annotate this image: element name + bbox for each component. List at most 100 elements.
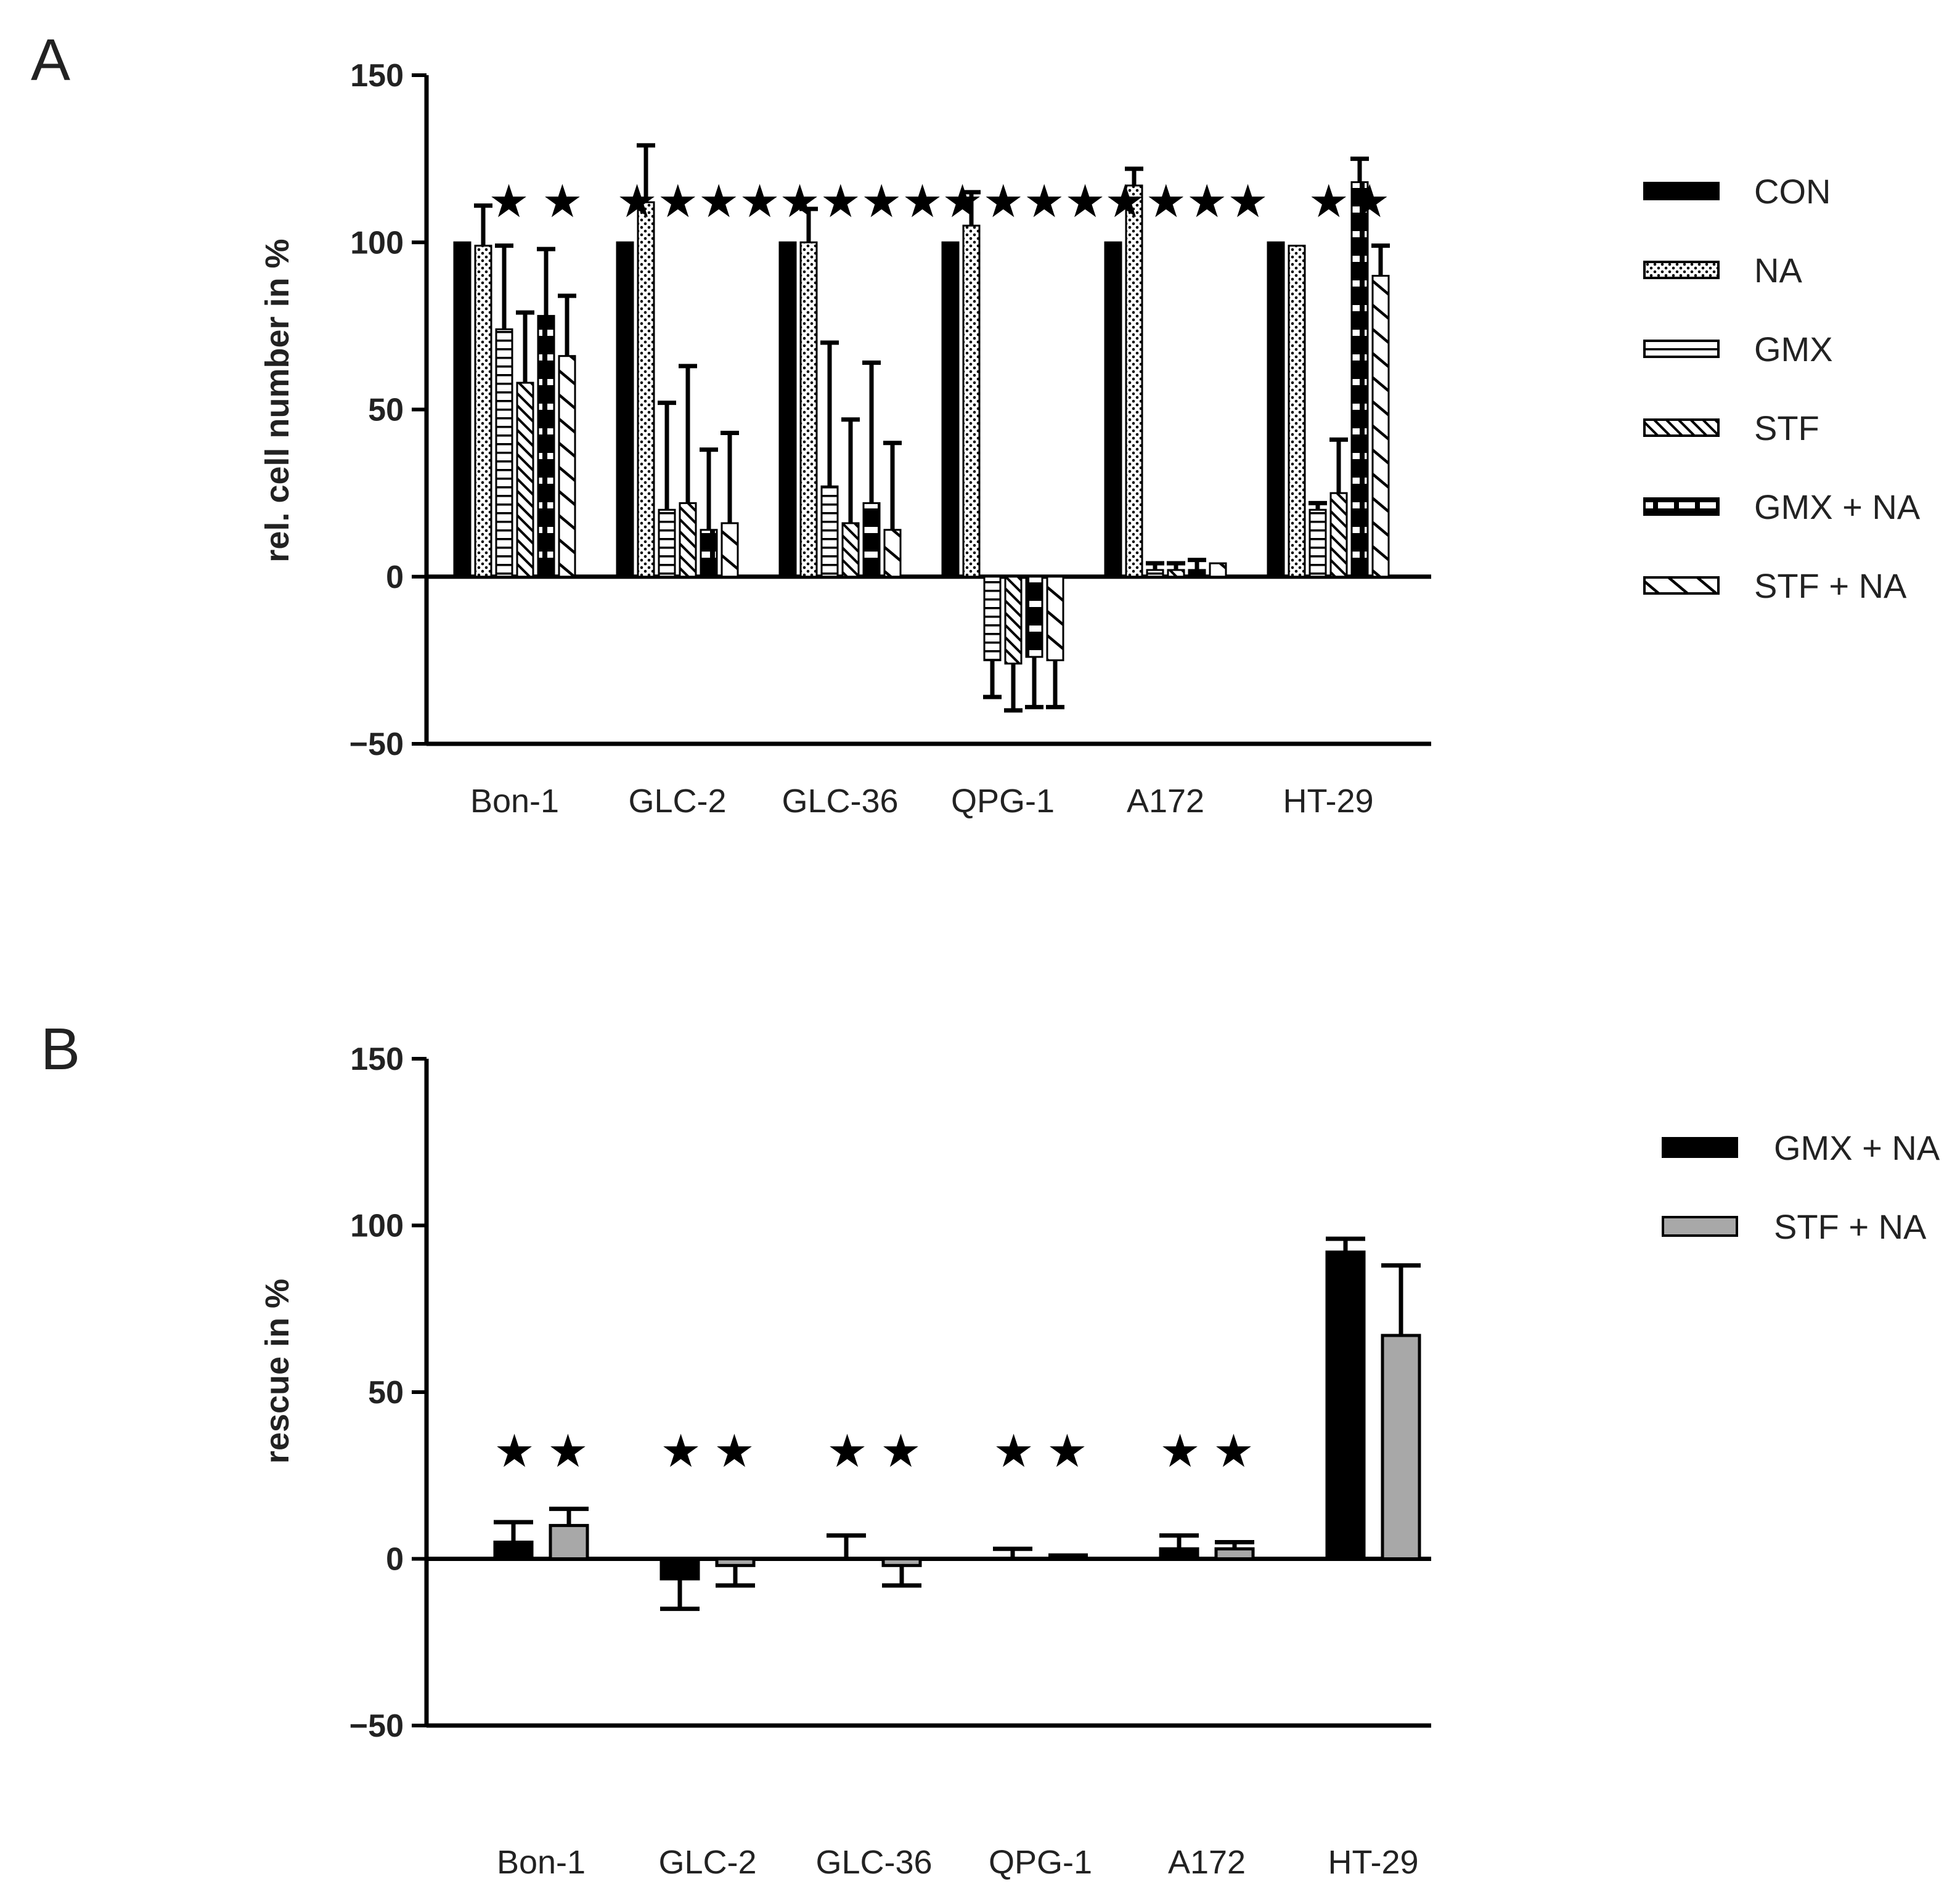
legend-label: NA	[1754, 251, 1802, 290]
significance-stars: ★★	[1309, 176, 1390, 227]
bar-stf-na-a172	[1209, 562, 1227, 578]
bar-stf-ht-29	[1329, 492, 1348, 578]
bar-stf-na-qpg-1	[1046, 576, 1064, 661]
bar-na-a172	[1125, 184, 1143, 578]
panel-a-category-label: A172	[1127, 783, 1204, 820]
panel-b-letter: B	[41, 1016, 80, 1082]
bar-con-ht-29	[1267, 241, 1285, 578]
panel-b-ytick-label: 150	[350, 1041, 404, 1077]
panel-b-ytick-label: 100	[350, 1208, 404, 1244]
legend-label: STF + NA	[1774, 1207, 1927, 1246]
bar-stf-na-glc-36	[881, 1557, 922, 1567]
panel-a-category-label: QPG-1	[951, 783, 1055, 820]
panel-b-ylabel: rescue in %	[259, 1279, 296, 1464]
panel-b-ytick-label: 50	[368, 1375, 404, 1411]
significance-stars: ★ ★	[993, 1425, 1087, 1477]
bar-gmx-glc-2	[658, 508, 676, 578]
significance-stars: ★★★★	[779, 176, 942, 227]
bar-stf-na-a172	[1214, 1547, 1255, 1561]
significance-stars: ★ ★	[494, 1425, 588, 1477]
significance-stars: ★ ★	[827, 1425, 921, 1477]
panel-a-ytick-label: 100	[350, 225, 404, 261]
bar-gmx-na-qpg-1	[1025, 576, 1043, 658]
panel-a-category-label: GLC-36	[782, 783, 898, 820]
bar-gmx-na-ht-29	[1350, 181, 1369, 578]
bar-na-glc-2	[637, 201, 655, 578]
bar-stf-bon-1	[516, 381, 534, 578]
significance-stars: ★★★★	[942, 176, 1105, 227]
significance-stars: ★ ★	[488, 176, 582, 227]
bar-gmx-na-bon-1	[537, 315, 555, 578]
panel-a-ylabel: rel. cell number in %	[259, 238, 296, 562]
legend-swatch	[1662, 1137, 1738, 1158]
legend-label: CON	[1754, 172, 1831, 211]
panel-b-category-label: Bon-1	[497, 1844, 586, 1881]
bar-stf-na-glc-2	[715, 1557, 756, 1567]
panel-a-ytick-label: −50	[349, 727, 404, 762]
bar-gmx-bon-1	[495, 328, 513, 578]
panel-a-category-label: GLC-2	[628, 783, 726, 820]
panel-a-ytick-label: 50	[368, 393, 404, 428]
significance-stars: ★★★★	[616, 176, 780, 227]
panel-a-category-label: HT-29	[1283, 783, 1373, 820]
panel-a-ytick-label: 0	[386, 560, 404, 595]
bar-stf-glc-36	[841, 522, 860, 578]
bar-gmx-na-glc-36	[862, 502, 881, 578]
significance-stars: ★★★★	[1105, 176, 1268, 227]
panel-b-ytick-label: −50	[349, 1708, 404, 1744]
panel-a-category-label: Bon-1	[470, 783, 559, 820]
legend-label: GMX + NA	[1754, 487, 1921, 526]
legend-swatch	[1643, 340, 1720, 358]
bar-stf-na-ht-29	[1381, 1334, 1421, 1561]
bar-stf-glc-2	[679, 502, 697, 578]
panel-a-ytick-label: 150	[350, 58, 404, 94]
bar-gmx-a172	[1146, 569, 1164, 578]
bar-stf-na-glc-36	[883, 529, 902, 578]
bar-stf-na-glc-2	[721, 522, 739, 578]
panel-a-letter: A	[31, 27, 70, 93]
bar-gmx-na-ht-29	[1325, 1250, 1366, 1561]
panel-a-chart: rel. cell number in % −50 0 50 100 150 Bon-1 G…	[259, 58, 1431, 820]
legend-swatch	[1643, 261, 1720, 279]
legend-label: GMX + NA	[1774, 1128, 1940, 1167]
bar-na-bon-1	[474, 245, 492, 578]
bar-con-bon-1	[453, 241, 472, 578]
bar-con-glc-36	[778, 241, 797, 578]
panel-b-category-label: GLC-36	[815, 1844, 932, 1881]
bar-con-a172	[1104, 241, 1122, 578]
legend-swatch	[1643, 418, 1720, 437]
legend-label: STF + NA	[1754, 566, 1907, 605]
panel-b-category-label: GLC-2	[658, 1844, 756, 1881]
significance-stars: ★ ★	[660, 1425, 754, 1477]
bar-stf-na-bon-1	[558, 355, 576, 578]
panel-b-category-label: A172	[1168, 1844, 1246, 1881]
legend-label: GMX	[1754, 330, 1833, 369]
significance-stars: ★ ★	[1159, 1425, 1254, 1477]
legend-label: STF	[1754, 409, 1819, 447]
legend-swatch	[1643, 497, 1720, 516]
bar-gmx-na-bon-1	[493, 1540, 534, 1560]
bar-gmx-na-a172	[1159, 1547, 1199, 1561]
legend-swatch	[1662, 1216, 1738, 1237]
panel-b-legend: GMX + NA STF + NA	[1662, 1128, 1940, 1246]
bar-con-glc-2	[616, 241, 634, 578]
bar-stf-qpg-1	[1004, 576, 1023, 665]
bar-stf-na-ht-29	[1371, 275, 1390, 578]
panel-b-ytick-label: 0	[386, 1542, 404, 1578]
legend-swatch	[1643, 576, 1720, 595]
bar-na-ht-29	[1288, 245, 1306, 578]
bar-na-qpg-1	[962, 224, 981, 578]
bar-gmx-ht-29	[1309, 508, 1327, 578]
legend-swatch	[1643, 182, 1720, 200]
bar-gmx-na-glc-2	[700, 529, 718, 578]
panel-b-category-label: QPG-1	[989, 1844, 1092, 1881]
panel-a-legend: CON NA GMX STF GMX + NA STF + NA	[1643, 172, 1921, 605]
bar-stf-na-bon-1	[549, 1523, 589, 1560]
bar-stf-a172	[1167, 569, 1185, 578]
bar-na-glc-36	[799, 241, 818, 578]
bar-gmx-na-a172	[1188, 569, 1206, 578]
bar-con-qpg-1	[941, 241, 960, 578]
panel-b-category-label: HT-29	[1328, 1844, 1418, 1881]
panel-b-chart: rescue in % −50 0 50 100 150 Bon-1 GLC-2 GLC-36…	[259, 1041, 1431, 1881]
